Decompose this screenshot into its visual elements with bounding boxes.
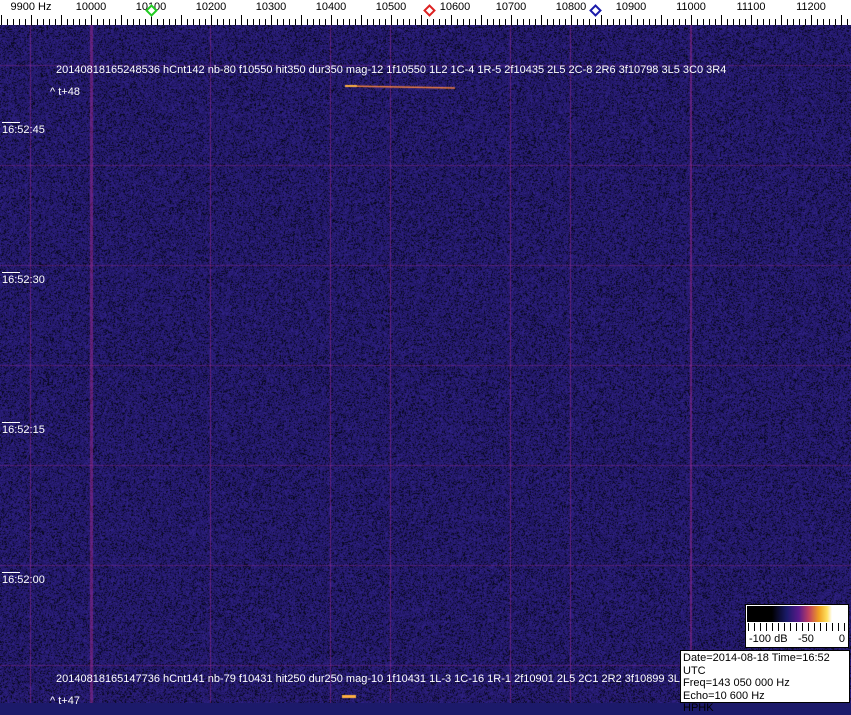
freq-label: 11000 [676, 1, 706, 13]
colorbar-label: -50 [798, 633, 814, 645]
freq-label: 11100 [737, 1, 766, 13]
scale-tick [571, 15, 572, 25]
scale-tick [1, 15, 2, 25]
freq-label: 10800 [556, 1, 587, 13]
time-label: 16:52:00 [2, 572, 20, 586]
colorbar-legend: -100 dB -50 0 [745, 604, 849, 648]
scale-tick [211, 15, 212, 25]
scale-tick [271, 15, 272, 25]
scale-tick [331, 15, 332, 25]
scale-tick [61, 15, 62, 25]
scale-tick [481, 15, 482, 25]
colorbar-label: 0 [839, 633, 845, 645]
scale-tick [601, 15, 602, 25]
freq-label: 10300 [256, 1, 287, 13]
freq-label: 10400 [316, 1, 347, 13]
scale-tick [121, 15, 122, 25]
scale-tick [631, 15, 632, 25]
info-station: HPHK [683, 702, 847, 715]
event-offset: ^ t+48 [50, 86, 80, 98]
info-date-time: Date=2014-08-18 Time=16:52 UTC [683, 652, 847, 677]
colorbar-ticks [748, 623, 846, 631]
scale-tick [541, 15, 542, 25]
event-summary: 20140818165248536 hCnt142 nb-80 f10550 h… [56, 64, 726, 76]
scale-tick [301, 15, 302, 25]
colorbar-label: -100 dB [749, 633, 788, 645]
scale-tick [781, 15, 782, 25]
freq-label: 10000 [76, 1, 107, 13]
scale-tick [391, 15, 392, 25]
event-offset: ^ t+47 [50, 695, 80, 707]
scale-tick [811, 15, 812, 25]
scale-tick [661, 15, 662, 25]
time-label: 16:52:15 [2, 422, 20, 436]
freq-label: 10500 [376, 1, 407, 13]
freq-label: 10600 [440, 1, 471, 13]
freq-label: 11200 [796, 1, 826, 13]
scale-tick [751, 15, 752, 25]
freq-label: 10200 [196, 1, 227, 13]
waterfall-spectrogram[interactable] [0, 25, 851, 703]
scale-tick [91, 15, 92, 25]
scale-tick [511, 15, 512, 25]
freq-label: 10700 [496, 1, 527, 13]
scale-tick [181, 15, 182, 25]
time-label: 16:52:45 [2, 122, 20, 136]
scale-tick [241, 15, 242, 25]
scale-tick [691, 15, 692, 25]
scale-tick [361, 15, 362, 25]
red-marker-icon[interactable] [423, 4, 436, 17]
info-freq: Freq=143 050 000 Hz [683, 677, 847, 690]
freq-label: 10900 [616, 1, 647, 13]
scale-tick [421, 15, 422, 25]
scale-tick [721, 15, 722, 25]
blue-marker-icon[interactable] [589, 4, 602, 17]
frequency-scale[interactable]: 9900 Hz 10000 10100 10200 10300 10400 10… [0, 0, 851, 25]
info-box: Date=2014-08-18 Time=16:52 UTC Freq=143 … [680, 650, 850, 703]
scale-tick [31, 15, 32, 25]
scale-tick [841, 15, 842, 25]
event-summary: 20140818165147736 hCnt141 nb-79 f10431 h… [56, 673, 695, 685]
freq-label: 9900 Hz [11, 1, 52, 13]
time-label: 16:52:30 [2, 272, 20, 286]
scale-tick [451, 15, 452, 25]
colorbar-gradient [747, 606, 847, 622]
info-echo: Echo=10 600 Hz [683, 690, 847, 703]
